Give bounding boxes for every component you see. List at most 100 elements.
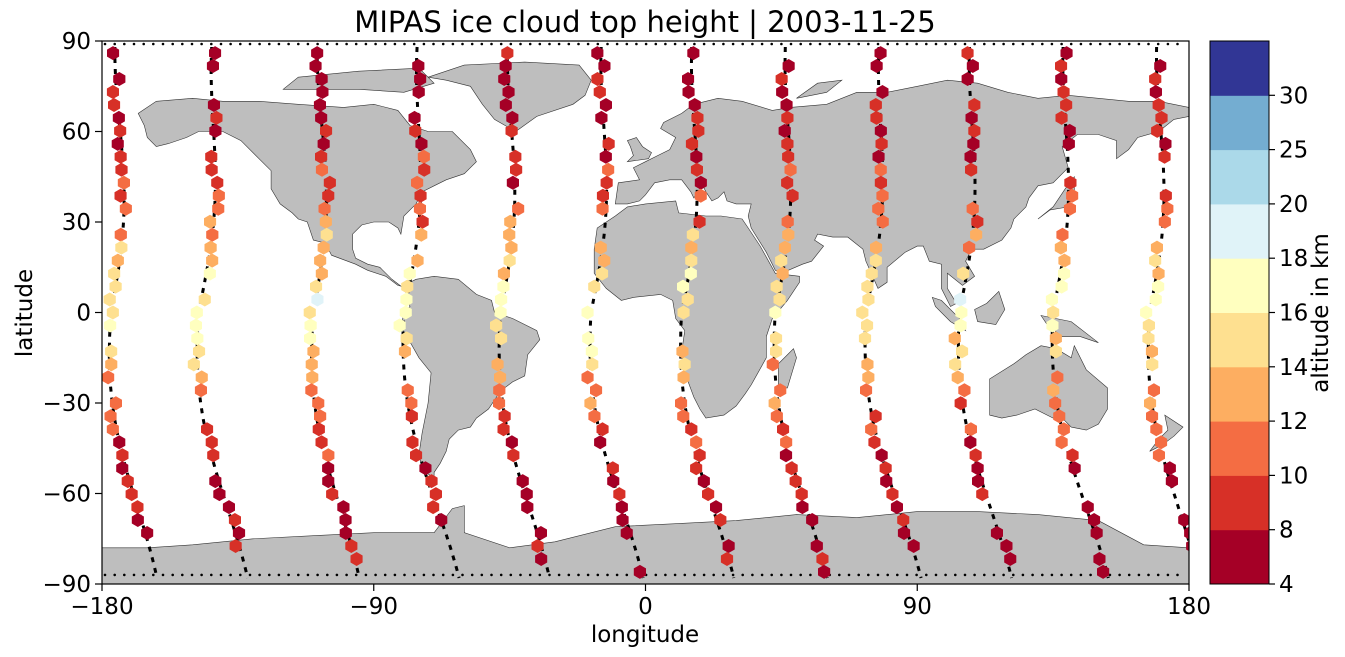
land-south-america [400, 275, 541, 479]
cloud-point [816, 552, 829, 566]
cloud-point [965, 110, 978, 125]
cloud-point [1060, 98, 1073, 112]
cloud-point [108, 266, 121, 281]
cloud-point [874, 123, 887, 138]
polar-track-point [171, 573, 174, 577]
cloud-point [692, 123, 705, 138]
polar-track-point [867, 42, 870, 46]
cloud-point [782, 227, 795, 242]
cloud-point [861, 357, 874, 372]
cloud-point [409, 123, 422, 138]
polar-track-point [712, 573, 715, 577]
cloud-point [1186, 540, 1189, 552]
cloud-point [494, 305, 507, 320]
polar-track-point [925, 42, 928, 46]
cloud-point [506, 110, 519, 125]
polar-track-point [190, 573, 194, 577]
polar-track-point [519, 573, 522, 577]
cloud-point [907, 539, 920, 553]
polar-track-point [161, 573, 165, 577]
cloud-observations [102, 46, 1189, 579]
cloud-point [509, 149, 522, 164]
polar-track-point [1089, 573, 1092, 577]
polar-track-point [1002, 573, 1005, 577]
y-axis-label: latitude [12, 269, 38, 357]
land-borneo [974, 290, 1006, 325]
polar-track-point [161, 42, 165, 46]
polar-track-point [760, 573, 764, 577]
polar-track-point [432, 42, 435, 46]
cloud-point [510, 162, 523, 177]
cloud-point [104, 409, 117, 424]
polar-track-point [847, 573, 851, 577]
cloud-point [875, 136, 888, 151]
polar-track-point [1050, 42, 1054, 46]
x-axis-ticks: −180 −90 0 90 180 [70, 584, 1211, 620]
polar-track-point [1079, 42, 1083, 46]
cloud-point [872, 149, 885, 164]
polar-track-point [944, 42, 947, 46]
cloud-point [951, 370, 964, 385]
land-africa [593, 200, 800, 419]
colorbar-tick-label: 16 [1279, 301, 1308, 327]
polar-track-point [1147, 42, 1150, 46]
polar-track-point [741, 42, 744, 46]
cloud-point [1150, 422, 1163, 437]
polar-track-point [896, 573, 899, 577]
polar-track-point [1060, 42, 1063, 46]
cloud-point [313, 98, 326, 112]
polar-track-point [326, 42, 329, 46]
polar-track-point [625, 42, 629, 46]
polar-track-point [490, 42, 493, 46]
cloud-point [860, 383, 873, 398]
polar-track-point [1060, 573, 1063, 577]
colorbar-segment [1210, 149, 1269, 205]
cloud-point [190, 305, 203, 320]
cloud-point [403, 266, 416, 281]
polar-track-point [383, 42, 387, 46]
cloud-point [682, 85, 695, 99]
cloud-point [499, 59, 512, 73]
cloud-point [429, 487, 442, 502]
polar-track-point [103, 42, 107, 46]
polar-track-point [132, 42, 136, 46]
polar-track-point [722, 573, 725, 577]
polar-track-point [441, 42, 445, 46]
polar-track-point [876, 573, 880, 577]
cloud-point [782, 149, 795, 164]
polar-track-point [693, 42, 696, 46]
polar-track-point [268, 42, 271, 46]
cloud-point [785, 461, 798, 476]
polar-track-point [1118, 573, 1121, 577]
cloud-point [121, 474, 134, 489]
colorbar-label: altitude in km [1308, 233, 1334, 393]
cloud-point [494, 370, 507, 385]
cloud-point [598, 59, 611, 73]
cloud-point [131, 500, 144, 515]
cloud-point [337, 500, 350, 515]
cloud-point [598, 253, 611, 268]
polar-track-point [702, 42, 706, 46]
cloud-point [307, 344, 320, 359]
cloud-point [690, 149, 703, 164]
cloud-point [1063, 201, 1076, 216]
cloud-point [499, 98, 512, 112]
polar-track-point [548, 42, 551, 46]
cloud-point [318, 201, 331, 216]
polar-track-point [239, 573, 242, 577]
cloud-point [305, 357, 318, 372]
cloud-point [498, 72, 511, 86]
cloud-point [497, 279, 510, 294]
cloud-point [795, 487, 808, 502]
polar-track-point [461, 42, 464, 46]
cloud-point [490, 318, 503, 333]
cloud-point [405, 409, 418, 424]
cloud-point [954, 318, 967, 333]
cloud-point [315, 110, 328, 125]
y-tick-label: 30 [62, 210, 91, 236]
polar-track-point [1098, 42, 1102, 46]
cloud-point [956, 344, 969, 359]
cloud-point [865, 422, 878, 437]
cloud-point [784, 162, 797, 177]
polar-track-point [1176, 42, 1179, 46]
